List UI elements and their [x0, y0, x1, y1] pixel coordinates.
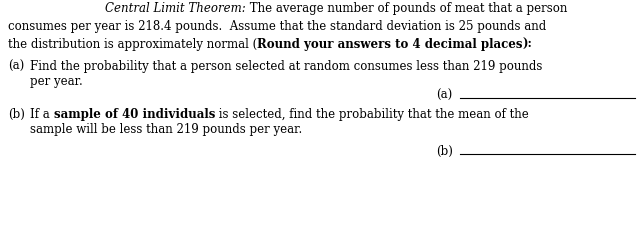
- Text: Round your answers to 4 decimal places: Round your answers to 4 decimal places: [257, 38, 523, 51]
- Text: sample will be less than 219 pounds per year.: sample will be less than 219 pounds per …: [30, 123, 302, 135]
- Text: If a: If a: [30, 108, 53, 120]
- Text: ):: ):: [523, 38, 532, 51]
- Text: The average number of pounds of meat that a person: The average number of pounds of meat tha…: [246, 2, 567, 15]
- Text: is selected, find the probability that the mean of the: is selected, find the probability that t…: [215, 108, 529, 120]
- Text: (b): (b): [8, 108, 25, 120]
- Text: the distribution is approximately normal (: the distribution is approximately normal…: [8, 38, 257, 51]
- Text: Central Limit Theorem:: Central Limit Theorem:: [105, 2, 246, 15]
- Text: consumes per year is 218.4 pounds.  Assume that the standard deviation is 25 pou: consumes per year is 218.4 pounds. Assum…: [8, 20, 547, 33]
- Text: Find the probability that a person selected at random consumes less than 219 pou: Find the probability that a person selec…: [30, 60, 543, 73]
- Text: sample of 40 individuals: sample of 40 individuals: [53, 108, 215, 120]
- Text: per year.: per year.: [30, 75, 83, 88]
- Text: (a): (a): [436, 89, 452, 101]
- Text: (b): (b): [436, 144, 453, 157]
- Text: (a): (a): [8, 60, 24, 73]
